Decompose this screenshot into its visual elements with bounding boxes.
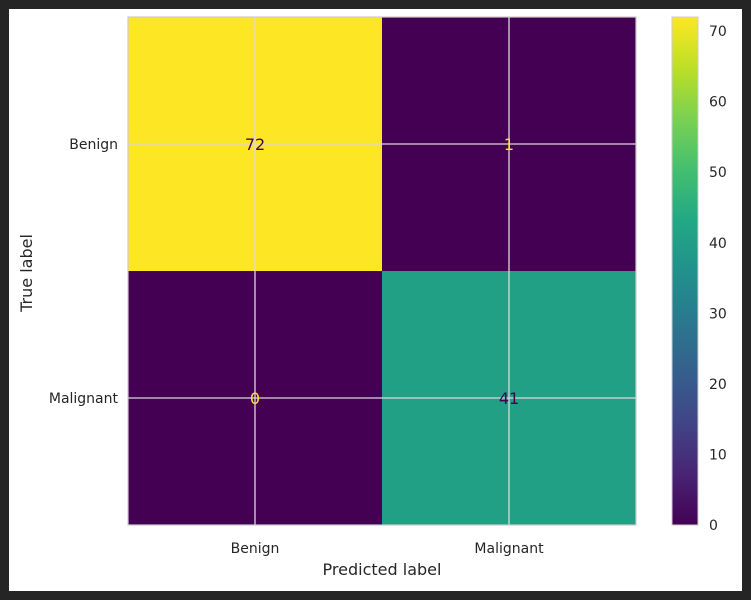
colorbar-tick-label: 60: [709, 95, 727, 111]
colorbar-tick-label: 50: [709, 165, 727, 181]
colorbar-tick-label: 30: [709, 306, 727, 322]
cell-value-label: 72: [245, 135, 265, 154]
colorbar-border: [671, 16, 699, 526]
heatmap-cells: [128, 17, 636, 525]
x-tick-label: Benign: [231, 541, 280, 557]
colorbar-gradient: [672, 17, 698, 525]
y-tick-label: Malignant: [49, 391, 119, 407]
cell-value-label: 41: [499, 389, 519, 408]
figure-canvas: 72 1 0 41 Benign Malignant Benign Malignant Pr…: [9, 9, 742, 591]
cell-value-label: 0: [250, 389, 260, 408]
colorbar-tick-label: 40: [709, 236, 727, 252]
cell-value-labels: 72 1 0 41: [245, 135, 519, 408]
x-tick-label: Malignant: [474, 541, 544, 557]
plot-border: [127, 16, 637, 526]
x-axis-label: Predicted label: [323, 560, 442, 579]
colorbar-tick-label: 10: [709, 447, 727, 463]
axes: Benign Malignant Benign Malignant: [49, 16, 637, 557]
y-tick-label: Benign: [69, 137, 118, 153]
y-axis-label: True label: [17, 234, 36, 313]
heatmap-grid: [128, 17, 636, 525]
colorbar: 0 10 20 30 40 50 60 70: [671, 16, 727, 534]
colorbar-tick-label: 0: [709, 518, 718, 534]
cell-value-label: 1: [504, 135, 514, 154]
colorbar-tick-label: 20: [709, 377, 727, 393]
colorbar-tick-label: 70: [709, 24, 727, 40]
